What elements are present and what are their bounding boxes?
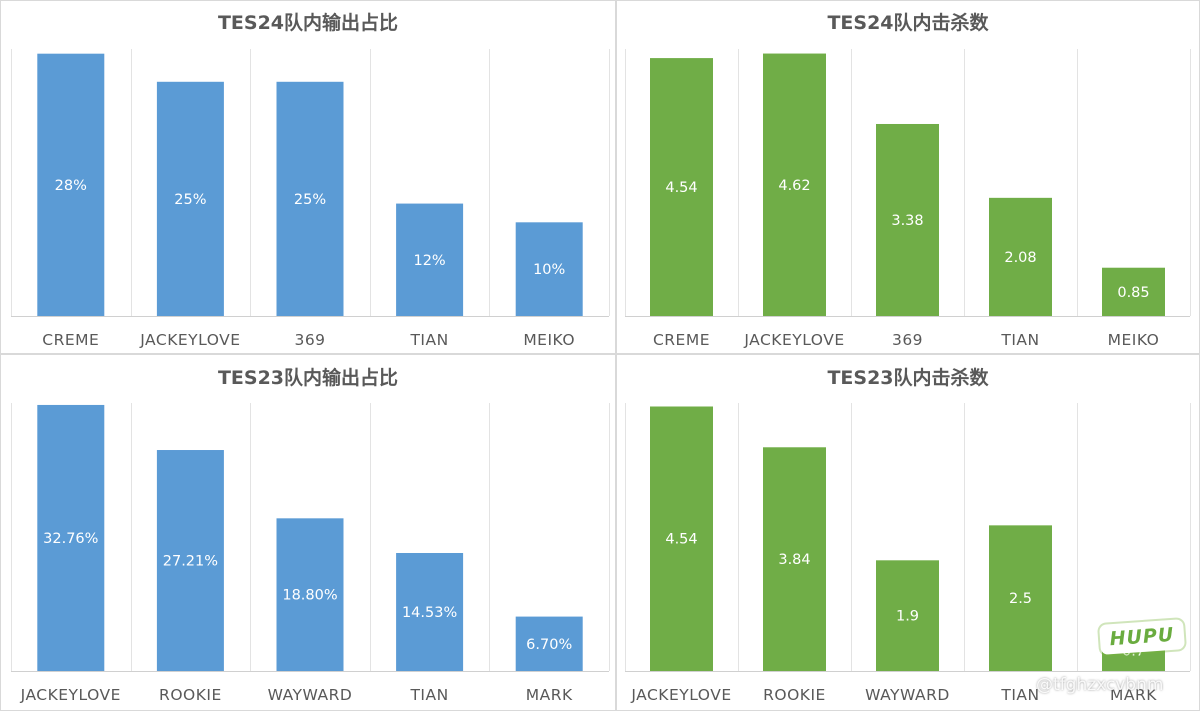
- tick-label-tes23-kills-jackeylove: JACKEYLOVE: [630, 686, 731, 704]
- tick-label-tes23-damage-tian: TIAN: [409, 686, 448, 704]
- tick-label-tes23-kills-rookie: ROOKIE: [763, 686, 826, 704]
- bar-tes24-kills-meiko: [1102, 267, 1165, 316]
- bar-tes23-damage-jackeylove: [37, 404, 105, 671]
- data-label-tes23-damage-rookie: 27.21%: [163, 554, 218, 570]
- chart-title-tes23-kills: TES23队内击杀数: [827, 366, 989, 389]
- bar-tes24-damage-jackeylove: [156, 81, 224, 316]
- data-label-tes23-kills-jackeylove: 4.54: [665, 532, 697, 548]
- tick-label-tes23-damage-wayward: WAYWARD: [268, 686, 353, 704]
- data-label-tes24-damage-jackeylove: 25%: [174, 192, 206, 208]
- data-label-tes24-damage-meiko: 10%: [533, 262, 565, 278]
- bar-tes24-kills-369: [876, 123, 939, 316]
- data-label-tes24-kills-jackeylove: 4.62: [778, 178, 810, 194]
- bar-tes24-damage-meiko: [515, 222, 583, 316]
- tick-label-tes24-damage-jackeylove: JACKEYLOVE: [139, 331, 240, 349]
- tick-label-tes23-damage-mark: MARK: [526, 686, 573, 704]
- data-label-tes24-damage-tian: 12%: [413, 253, 445, 269]
- bar-tes23-kills-rookie: [763, 447, 826, 671]
- bar-tes24-damage-369: [276, 81, 344, 316]
- tick-label-tes23-kills-mark: MARK: [1110, 686, 1157, 704]
- bar-tes23-damage-rookie: [156, 450, 224, 671]
- bar-tes23-damage-mark: [515, 616, 583, 671]
- tick-label-tes24-damage-meiko: MEIKO: [523, 331, 575, 349]
- bar-tes24-kills-creme: [650, 58, 713, 317]
- tick-label-tes24-kills-tian: TIAN: [1000, 331, 1039, 349]
- chart-panel-tes24-kills: TES24队内击杀数 4.54 CREME 4.62 JACKEYLOVE 3.38 369…: [617, 1, 1199, 353]
- bar-tes23-kills-jackeylove: [650, 406, 713, 671]
- tick-label-tes24-damage-369: 369: [294, 331, 325, 349]
- data-label-tes23-damage-wayward: 18.80%: [282, 588, 337, 604]
- chart-title-tes23-damage: TES23队内输出占比: [218, 366, 398, 389]
- data-label-tes23-kills-rookie: 3.84: [778, 552, 810, 568]
- data-label-tes24-damage-creme: 28%: [55, 178, 87, 194]
- tick-label-tes23-damage-rookie: ROOKIE: [159, 686, 222, 704]
- tick-label-tes24-damage-creme: CREME: [42, 331, 99, 349]
- bar-tes24-kills-tian: [989, 197, 1052, 316]
- tick-label-tes24-kills-meiko: MEIKO: [1108, 331, 1160, 349]
- tick-label-tes23-damage-jackeylove: JACKEYLOVE: [20, 686, 121, 704]
- tick-label-tes24-damage-tian: TIAN: [409, 331, 448, 349]
- data-label-tes24-kills-creme: 4.54: [665, 180, 697, 196]
- chart-panel-tes24-damage: TES24队内输出占比 28% CREME 25% JACKEYLOVE 25% 369 12…: [1, 1, 615, 353]
- data-label-tes24-damage-369: 25%: [294, 192, 326, 208]
- tick-label-tes23-kills-tian: TIAN: [1000, 686, 1039, 704]
- data-label-tes23-kills-tian: 2.5: [1009, 591, 1032, 607]
- chart-svg-tes24-kills: TES24队内击杀数 4.54 CREME 4.62 JACKEYLOVE 3.38 369…: [625, 11, 1191, 349]
- chart-svg-tes23-kills: TES23队内击杀数 4.54 JACKEYLOVE 3.84 ROOKIE 1.9 WAY…: [625, 366, 1191, 704]
- bar-tes24-damage-creme: [37, 53, 105, 317]
- data-label-tes23-damage-mark: 6.70%: [526, 637, 572, 653]
- tick-label-tes24-kills-jackeylove: JACKEYLOVE: [743, 331, 844, 349]
- data-label-tes24-kills-369: 3.38: [891, 213, 923, 229]
- data-label-tes24-kills-meiko: 0.85: [1117, 285, 1149, 301]
- chart-title-tes24-kills: TES24队内击杀数: [827, 11, 989, 34]
- data-label-tes23-damage-jackeylove: 32.76%: [43, 531, 98, 547]
- chart-title-tes24-damage: TES24队内输出占比: [218, 11, 398, 34]
- bar-tes23-kills-wayward: [876, 560, 939, 671]
- bar-tes24-damage-tian: [396, 203, 464, 316]
- tick-label-tes24-kills-creme: CREME: [653, 331, 710, 349]
- tick-label-tes23-kills-wayward: WAYWARD: [865, 686, 950, 704]
- data-label-tes23-kills-wayward: 1.9: [896, 609, 919, 625]
- chart-panel-tes23-kills: TES23队内击杀数 4.54 JACKEYLOVE 3.84 ROOKIE 1.9 WAY…: [617, 355, 1199, 710]
- tick-label-tes24-kills-369: 369: [892, 331, 923, 349]
- chart-panel-tes23-damage: TES23队内输出占比 32.76% JACKEYLOVE 27.21% ROOKIE 1…: [1, 355, 615, 710]
- bar-tes23-kills-tian: [989, 525, 1052, 671]
- hupu-logo: HUPU: [1099, 619, 1185, 655]
- bar-tes23-damage-tian: [396, 552, 464, 671]
- watermark-username: @tfghzxcvbnm: [1036, 675, 1164, 695]
- bar-tes23-damage-wayward: [276, 518, 344, 671]
- data-label-tes24-kills-tian: 2.08: [1004, 250, 1036, 266]
- data-label-tes23-damage-tian: 14.53%: [402, 605, 457, 621]
- bar-tes24-kills-jackeylove: [763, 53, 826, 317]
- chart-svg-tes23-damage: TES23队内输出占比 32.76% JACKEYLOVE 27.21% ROOKIE 1…: [11, 366, 610, 704]
- chart-svg-tes24-damage: TES24队内输出占比 28% CREME 25% JACKEYLOVE 25% 369 12…: [11, 11, 610, 349]
